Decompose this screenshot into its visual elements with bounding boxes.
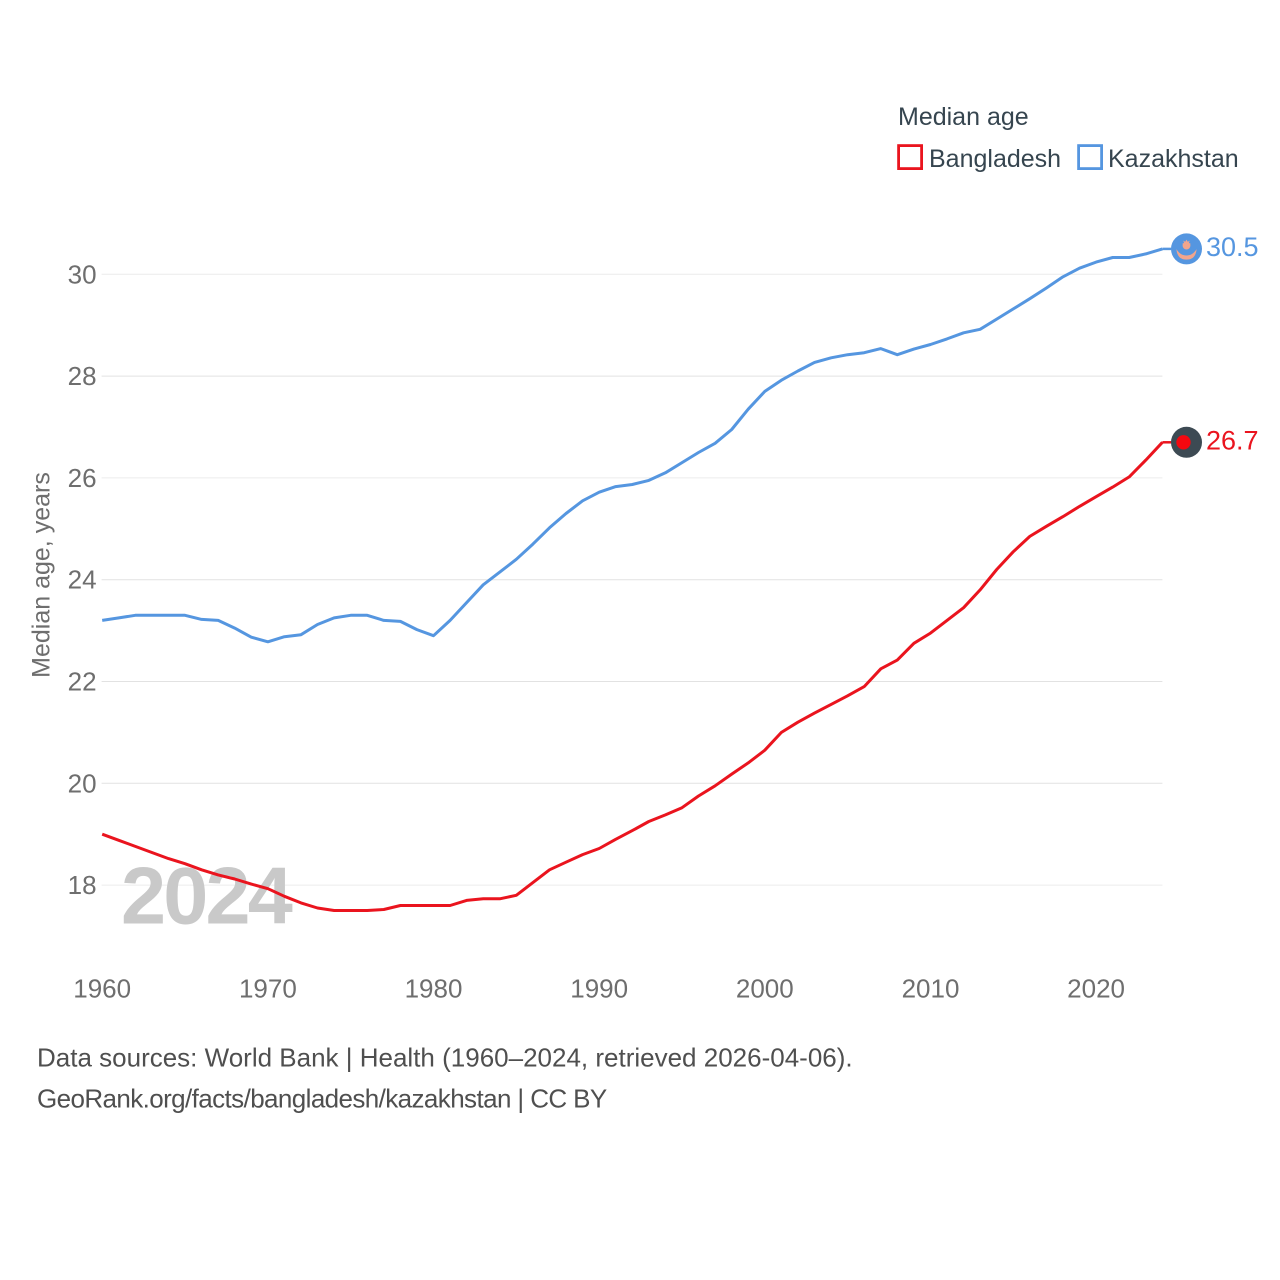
svg-text:26: 26 xyxy=(68,463,97,493)
svg-text:Median age, years: Median age, years xyxy=(28,472,56,678)
svg-text:Data sources: World Bank | Hea: Data sources: World Bank | Health (1960–… xyxy=(37,1043,853,1073)
svg-text:22: 22 xyxy=(68,667,97,697)
svg-text:GeoRank.org/facts/bangladesh/k: GeoRank.org/facts/bangladesh/kazakhstan … xyxy=(37,1084,607,1114)
svg-text:Kazakhstan: Kazakhstan xyxy=(1108,145,1239,173)
svg-text:1990: 1990 xyxy=(570,974,628,1004)
svg-text:Bangladesh: Bangladesh xyxy=(929,145,1061,173)
svg-text:2010: 2010 xyxy=(902,974,960,1004)
svg-text:30: 30 xyxy=(68,259,97,289)
svg-text:2000: 2000 xyxy=(736,974,794,1004)
svg-text:2020: 2020 xyxy=(1067,974,1125,1004)
svg-text:1980: 1980 xyxy=(405,974,463,1004)
svg-text:20: 20 xyxy=(68,768,97,798)
svg-text:1960: 1960 xyxy=(73,974,131,1004)
svg-text:2024: 2024 xyxy=(121,852,293,942)
svg-text:26.7: 26.7 xyxy=(1206,425,1259,455)
svg-text:1970: 1970 xyxy=(239,974,297,1004)
svg-text:24: 24 xyxy=(68,565,97,595)
svg-text:30.5: 30.5 xyxy=(1206,232,1259,262)
svg-text:18: 18 xyxy=(68,870,97,900)
svg-text:28: 28 xyxy=(68,361,97,391)
svg-text:Median age: Median age xyxy=(898,103,1029,131)
